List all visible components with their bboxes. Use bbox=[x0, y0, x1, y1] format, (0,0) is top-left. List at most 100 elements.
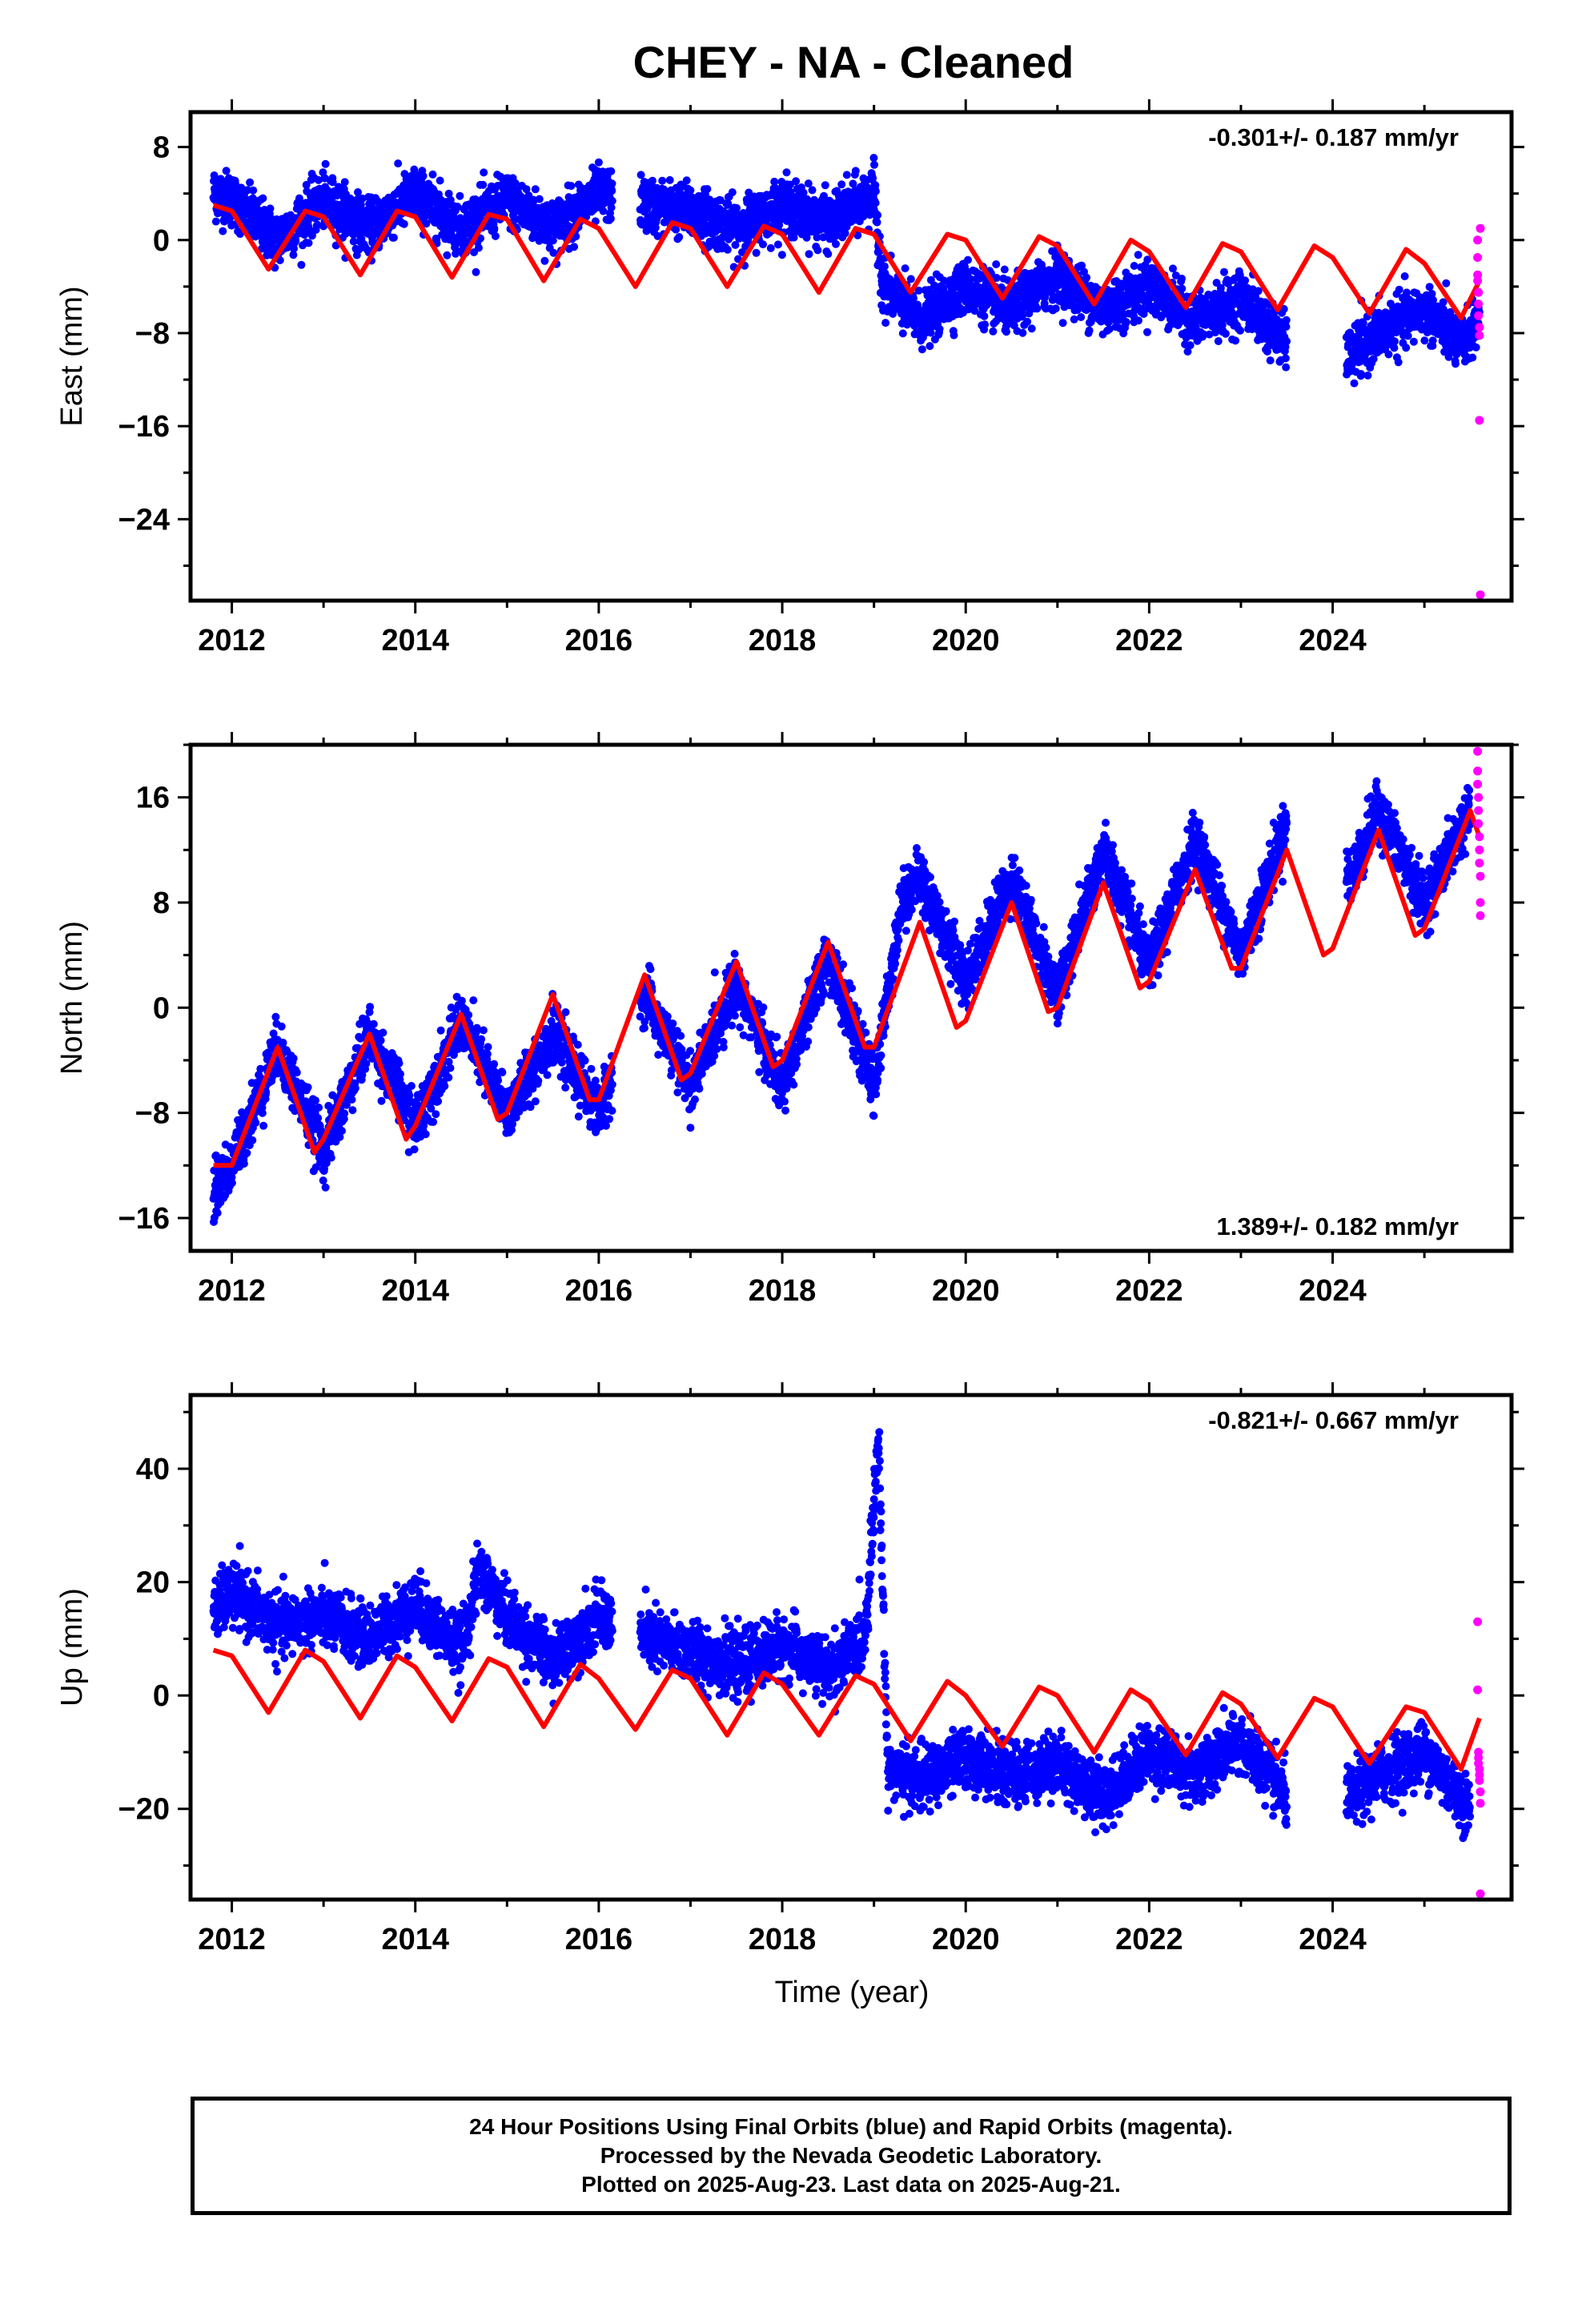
final-orbit-point bbox=[1282, 316, 1291, 324]
final-orbit-point bbox=[773, 240, 782, 249]
final-orbit-point bbox=[297, 260, 306, 269]
final-orbit-point bbox=[1442, 279, 1451, 287]
final-orbit-point bbox=[917, 345, 926, 354]
final-orbit-point bbox=[1282, 363, 1291, 372]
rapid-orbit-point bbox=[1474, 287, 1484, 297]
final-orbit-point bbox=[249, 186, 258, 195]
final-orbit-point bbox=[606, 215, 615, 223]
y-axis-label: East (mm) bbox=[55, 286, 89, 426]
final-orbit-point bbox=[770, 177, 779, 186]
final-orbit-point bbox=[703, 185, 712, 193]
final-orbit-point bbox=[1027, 324, 1036, 333]
final-orbit-point bbox=[1409, 337, 1418, 346]
final-orbit-point bbox=[290, 244, 298, 253]
panel-1: 2012 2014 2016 2018 2020 2022 202480−8−16−24Ea… bbox=[55, 99, 1524, 657]
final-orbit-point bbox=[328, 178, 337, 187]
x-tick-label: 2012 bbox=[198, 624, 266, 657]
final-orbit-point bbox=[349, 237, 358, 246]
final-orbit-point bbox=[686, 186, 695, 195]
final-orbit-point bbox=[1077, 313, 1086, 321]
final-orbit-point bbox=[980, 312, 989, 320]
final-orbit-point bbox=[1082, 273, 1091, 282]
final-orbit-point bbox=[1420, 336, 1429, 345]
final-orbit-point bbox=[808, 186, 817, 195]
final-orbit-point bbox=[782, 168, 791, 177]
final-orbit-point bbox=[813, 246, 822, 255]
final-orbit-point bbox=[472, 267, 480, 276]
final-orbit-point bbox=[824, 250, 833, 259]
rapid-orbit-point bbox=[1473, 276, 1483, 286]
final-orbit-point bbox=[658, 176, 667, 185]
final-orbit-point bbox=[567, 182, 576, 191]
final-orbit-point bbox=[792, 177, 801, 186]
final-orbit-point bbox=[1400, 272, 1409, 280]
y-tick-label: −16 bbox=[118, 410, 170, 444]
final-orbit-point bbox=[723, 245, 732, 254]
final-orbit-point bbox=[851, 167, 860, 175]
x-tick-label: 2022 bbox=[1115, 624, 1183, 657]
final-orbit-point bbox=[599, 207, 608, 215]
final-orbit-point bbox=[607, 167, 616, 175]
final-orbit-point bbox=[444, 189, 453, 198]
final-orbit-point bbox=[869, 174, 877, 183]
y-tick-label: −8 bbox=[135, 317, 170, 351]
final-orbit-point bbox=[901, 264, 909, 273]
final-orbit-point bbox=[1350, 379, 1359, 388]
y-tick-label: 0 bbox=[153, 224, 170, 258]
velocity-label: -0.301+/- 0.187 mm/yr bbox=[1208, 123, 1459, 151]
final-orbit-point bbox=[1178, 284, 1186, 293]
final-orbit-point bbox=[304, 239, 313, 247]
rapid-orbit-point bbox=[1475, 331, 1484, 340]
final-orbit-point bbox=[302, 180, 311, 189]
final-orbit-point bbox=[1231, 336, 1240, 345]
final-orbit-point bbox=[805, 250, 813, 259]
final-orbit-point bbox=[1468, 353, 1477, 362]
final-orbit-point bbox=[540, 256, 549, 265]
final-orbit-point bbox=[594, 158, 603, 167]
rapid-orbit-point bbox=[1475, 323, 1484, 332]
final-orbit-point bbox=[926, 328, 935, 337]
final-orbit-point bbox=[1403, 288, 1411, 297]
final-orbit-point bbox=[259, 1121, 268, 1130]
final-orbit-point bbox=[1266, 356, 1275, 365]
final-orbit-point bbox=[479, 180, 488, 189]
final-orbit-point bbox=[307, 231, 316, 240]
final-orbit-point bbox=[480, 168, 488, 177]
final-orbit-point bbox=[394, 159, 403, 168]
final-orbit-point bbox=[608, 179, 616, 188]
final-orbit-point bbox=[759, 240, 767, 249]
final-orbit-point bbox=[490, 224, 499, 233]
final-orbit-point bbox=[1023, 317, 1032, 326]
final-orbit-point bbox=[898, 329, 907, 338]
final-orbit-point bbox=[222, 167, 231, 175]
final-orbit-point bbox=[873, 211, 882, 219]
final-orbit-point bbox=[733, 203, 741, 212]
final-orbit-point bbox=[1169, 264, 1177, 273]
final-orbit-point bbox=[491, 231, 500, 240]
final-orbit-point bbox=[1472, 343, 1480, 352]
final-orbit-point bbox=[1425, 283, 1434, 292]
final-orbit-point bbox=[880, 262, 889, 271]
final-orbit-point bbox=[211, 217, 220, 226]
final-orbit-point bbox=[1134, 251, 1142, 259]
final-orbit-point bbox=[950, 331, 958, 340]
final-orbit-point bbox=[456, 191, 464, 200]
final-orbit-point bbox=[1130, 262, 1138, 270]
final-orbit-point bbox=[935, 324, 944, 333]
final-orbit-point bbox=[842, 171, 851, 179]
final-orbit-point bbox=[1033, 304, 1042, 313]
y-tick-label: 8 bbox=[153, 131, 170, 165]
final-orbit-point bbox=[869, 154, 878, 163]
rapid-orbit-point bbox=[1475, 416, 1484, 425]
final-orbit-point bbox=[313, 220, 322, 229]
final-orbit-point bbox=[752, 248, 761, 257]
final-orbit-point bbox=[1058, 319, 1067, 328]
final-orbit-point bbox=[259, 194, 267, 203]
final-orbit-point bbox=[1002, 328, 1010, 336]
final-orbit-point bbox=[1134, 316, 1142, 325]
final-orbit-point bbox=[1178, 274, 1186, 283]
final-orbit-point bbox=[400, 219, 408, 228]
final-orbit-point bbox=[291, 236, 300, 245]
final-orbit-point bbox=[354, 188, 362, 196]
